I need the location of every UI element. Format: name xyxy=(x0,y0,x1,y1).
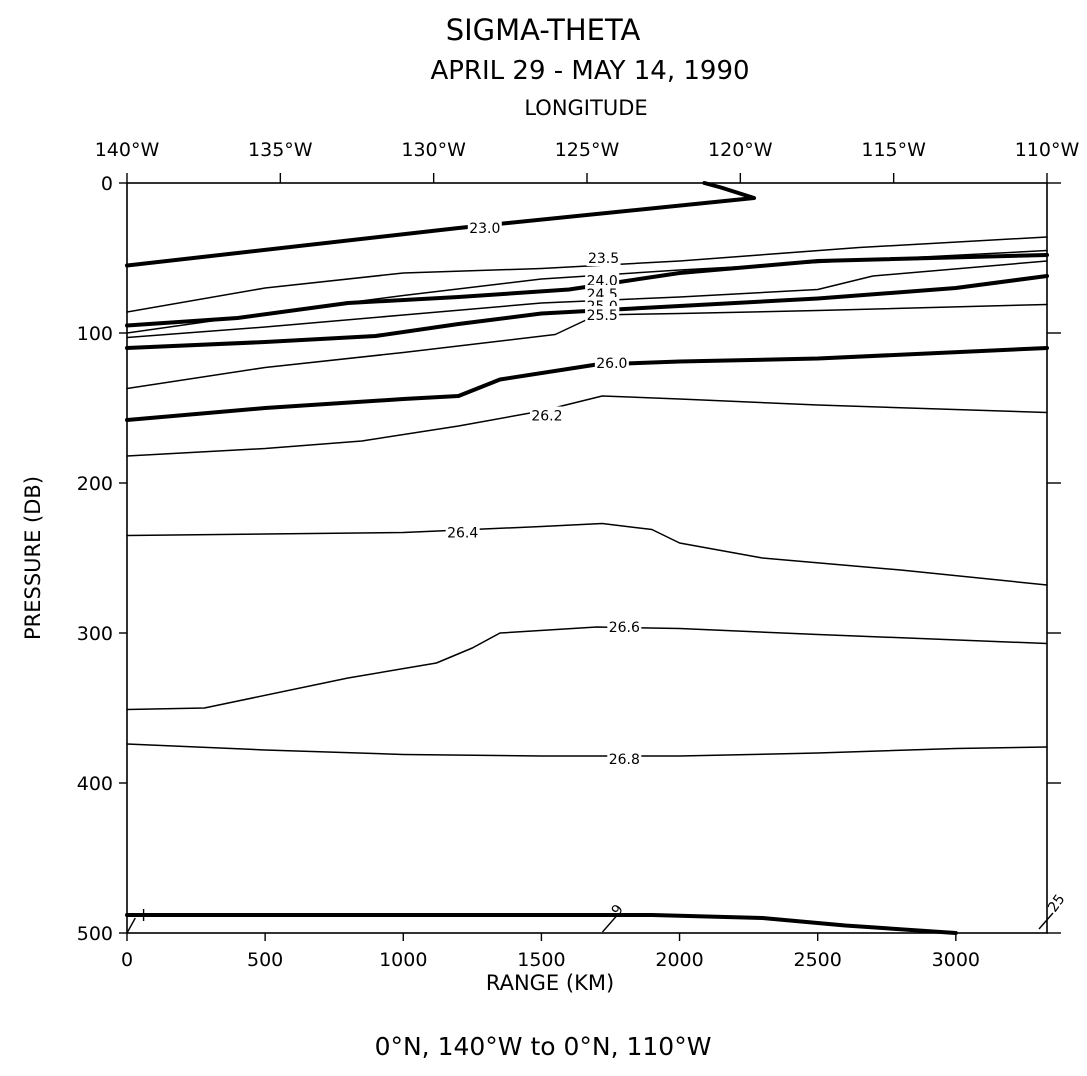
y-axis-title: PRESSURE (DB) xyxy=(21,476,45,640)
lon-tick-label-1: 135°W xyxy=(248,139,313,161)
contour-line-26-4 xyxy=(126,522,1048,586)
contour-label-bg-26-6 xyxy=(607,618,642,635)
contour-line-23-0 xyxy=(125,181,757,268)
contour-label-bg-26-2 xyxy=(529,406,564,424)
contour-line-25-5 xyxy=(126,303,1048,390)
lon-tick-label-3: 125°W xyxy=(555,139,620,161)
x-tick-label-3000: 3000 xyxy=(932,949,980,971)
contour-line-24-0 xyxy=(125,253,1049,328)
section-location: 0°N, 140°W to 0°N, 110°W xyxy=(375,1032,712,1061)
y-tick-label-500: 500 xyxy=(77,923,113,945)
y-tick-label-0: 0 xyxy=(101,173,113,195)
contour-label-bg-23-0 xyxy=(467,219,502,236)
x-tick-label-2500: 2500 xyxy=(794,949,842,971)
bottom-axis: 0 500 1000 1500 2000 2500 3000 xyxy=(121,933,980,971)
y-tick-label-300: 300 xyxy=(77,623,113,645)
y-tick-label-400: 400 xyxy=(77,773,113,795)
x-axis-title: RANGE (KM) xyxy=(486,971,614,995)
x-tick-label-0: 0 xyxy=(121,949,133,971)
contour-label-bg-26-0 xyxy=(594,354,629,371)
contour-label-bg-25-5 xyxy=(585,306,620,323)
edge-mark-stroke-0 xyxy=(601,915,618,933)
contour-line-26-0 xyxy=(125,346,1049,422)
contour-line-unlabeled-12 xyxy=(125,913,958,935)
contour-line-26-8 xyxy=(126,743,1048,757)
chart-subtitle: APRIL 29 - MAY 14, 1990 xyxy=(430,56,749,86)
contour-label-26-4: 26.4 xyxy=(447,526,478,542)
contour-line-unlabeled-1 xyxy=(126,236,1048,313)
x-tick-label-2000: 2000 xyxy=(655,949,703,971)
edge-mark-hook-left xyxy=(126,917,136,934)
edge-marks: 9 25 xyxy=(126,892,1069,934)
contour-labels: 23.023.524.024.525.025.526.026.226.426.6… xyxy=(445,219,642,768)
x-tick-label-1500: 1500 xyxy=(517,949,565,971)
contour-line-26-2 xyxy=(126,395,1048,457)
lon-tick-label-0: 140°W xyxy=(95,139,160,161)
edge-mark-label-1: 25 xyxy=(1045,892,1068,916)
contour-label-23-5: 23.5 xyxy=(588,251,619,267)
edge-mark-stroke-1 xyxy=(1038,912,1054,930)
x-tick-label-1000: 1000 xyxy=(379,949,427,971)
left-axis: 0 100 200 300 400 500 xyxy=(77,173,1061,945)
contour-label-bg-26-4 xyxy=(445,523,480,541)
y-tick-label-200: 200 xyxy=(77,473,113,495)
contour-label-bg-24-0 xyxy=(585,271,620,289)
lon-tick-label-6: 110°W xyxy=(1015,139,1080,161)
contour-line-26-6 xyxy=(126,626,1048,711)
contour-label-25-5: 25.5 xyxy=(587,308,618,324)
contour-label-26-8: 26.8 xyxy=(609,752,640,768)
contour-label-26-2: 26.2 xyxy=(531,409,562,425)
contour-label-26-0: 26.0 xyxy=(596,356,627,372)
contour-line-25-0 xyxy=(125,274,1049,350)
lon-tick-label-2: 130°W xyxy=(401,139,466,161)
contour-label-bg-26-8 xyxy=(607,750,642,767)
contour-label-23-0: 23.0 xyxy=(469,221,500,237)
contour-label-bg-23-5 xyxy=(586,249,621,266)
top-axis-title: LONGITUDE xyxy=(524,96,647,120)
lon-tick-label-5: 115°W xyxy=(861,139,926,161)
contour-label-26-6: 26.6 xyxy=(609,620,640,636)
x-tick-label-500: 500 xyxy=(247,949,283,971)
y-tick-label-100: 100 xyxy=(77,323,113,345)
lon-tick-label-4: 120°W xyxy=(708,139,773,161)
chart-title: SIGMA-THETA xyxy=(446,13,641,47)
top-axis: 140°W 135°W 130°W 125°W 120°W 115°W 110°W xyxy=(95,139,1080,183)
